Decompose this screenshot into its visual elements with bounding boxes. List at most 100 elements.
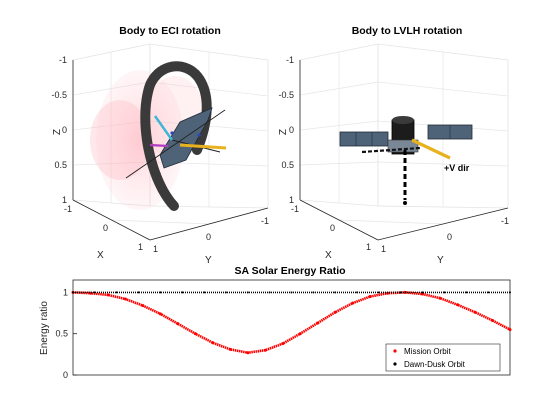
- data-point-mission-orbit: [263, 348, 267, 352]
- data-point-dawn-dusk-orbit: [465, 291, 468, 294]
- left-x-axis-label: X: [97, 250, 104, 261]
- data-point-mission-orbit: [456, 303, 460, 307]
- right-y-ticks: 1 0 -1: [381, 216, 509, 254]
- right-y-tick: 1: [381, 244, 386, 254]
- left-x-tick: 0: [103, 223, 108, 233]
- left-z-ticks: -1 -0.5 0 0.5 1: [51, 55, 67, 205]
- right-velocity-annotation: +V dir: [444, 163, 470, 173]
- left-3d-axes[interactable]: Body to ECI rotation: [51, 25, 269, 266]
- chart-y-tick-label: 0: [63, 370, 68, 380]
- left-z-tick: -0.5: [51, 90, 67, 100]
- right-panel-title: Body to LVLH rotation: [352, 25, 463, 37]
- right-spacecraft-top: [392, 116, 414, 124]
- left-sun-cone-a: [96, 70, 184, 210]
- right-z-tick: 0: [289, 125, 294, 135]
- left-solar-panel: [159, 107, 213, 169]
- data-point-dawn-dusk-orbit: [115, 291, 118, 294]
- right-x-ticks: -1 0 1: [291, 204, 371, 252]
- right-3d-axes[interactable]: Body to LVLH rotation +V d: [278, 25, 509, 266]
- data-point-mission-orbit: [141, 304, 145, 308]
- data-point-dawn-dusk-orbit: [224, 291, 227, 294]
- data-point-mission-orbit: [438, 296, 442, 300]
- data-point-mission-orbit: [491, 319, 494, 322]
- data-point-dawn-dusk-orbit: [181, 291, 184, 294]
- legend-marker-dawn-dusk: [393, 362, 397, 366]
- right-x-tick: -1: [291, 204, 299, 214]
- data-point-mission-orbit: [298, 332, 302, 336]
- left-marker-blue-2: [197, 133, 201, 137]
- left-y-tick: 0: [206, 232, 211, 242]
- right-z-axis-label: Z: [278, 129, 289, 135]
- left-z-axis-label: Z: [52, 129, 63, 135]
- left-z-tick: 0: [62, 125, 67, 135]
- data-point-mission-orbit: [193, 332, 197, 336]
- left-z-tick: 0.5: [54, 160, 67, 170]
- data-point-mission-orbit: [316, 321, 320, 325]
- right-x-tick: 1: [366, 242, 371, 252]
- data-point-mission-orbit: [473, 310, 477, 314]
- right-nadir-tip: [403, 201, 407, 205]
- left-z-tick: 1: [62, 195, 67, 205]
- data-point-mission-orbit: [246, 351, 250, 355]
- left-vector-magenta: [149, 143, 169, 148]
- left-z-tick: -1: [59, 55, 67, 65]
- data-point-mission-orbit: [386, 291, 390, 295]
- left-axis-lines: [72, 60, 269, 241]
- left-x-ticks: -1 0 1: [64, 204, 143, 252]
- data-point-mission-orbit: [106, 293, 110, 297]
- chart-y-tick-label: 1: [63, 287, 68, 297]
- left-vector-cyan: [153, 115, 174, 141]
- right-z-tick: -0.5: [278, 90, 294, 100]
- data-point-dawn-dusk-orbit: [137, 291, 140, 294]
- left-y-axis-label: Y: [205, 255, 212, 266]
- right-z-tick: 0.5: [281, 160, 294, 170]
- data-point-mission-orbit: [228, 347, 232, 351]
- legend-label-dawn-dusk: Dawn-Dusk Orbit: [404, 360, 466, 369]
- energy-ratio-chart[interactable]: SA Solar Energy Ratio Energy ratio 0 0.5 1…: [39, 265, 512, 380]
- legend-label-mission: Mission Orbit: [404, 347, 451, 356]
- left-body-axis-black: [125, 109, 226, 179]
- left-vector-yellow: [179, 143, 227, 150]
- chart-marks: [71, 290, 512, 355]
- data-point-dawn-dusk-orbit: [268, 291, 271, 294]
- data-point-mission-orbit: [421, 292, 425, 296]
- left-y-tick: -1: [261, 216, 269, 226]
- chart-title: SA Solar Energy Ratio: [234, 265, 345, 277]
- right-solar-panel-left: [339, 131, 389, 147]
- right-x-tick: 0: [330, 223, 335, 233]
- data-point-dawn-dusk-orbit: [72, 291, 74, 294]
- data-point-dawn-dusk-orbit: [290, 291, 293, 294]
- right-velocity-vector: [411, 138, 451, 160]
- right-dashed-vector: [361, 146, 421, 154]
- legend-box: [385, 343, 501, 372]
- right-axis-lines: [299, 60, 509, 241]
- left-x-tick: -1: [64, 204, 72, 214]
- data-point-dawn-dusk-orbit: [334, 291, 337, 294]
- data-point-mission-orbit: [123, 297, 127, 301]
- left-sun-cone-b: [90, 100, 150, 180]
- chart-legend: Mission Orbit Dawn-Dusk Orbit: [385, 343, 501, 372]
- data-point-mission-orbit: [211, 341, 215, 345]
- right-y-axis-label: Y: [437, 255, 444, 266]
- data-point-mission-orbit: [176, 322, 180, 326]
- data-point-dawn-dusk-orbit: [356, 291, 359, 294]
- left-y-ticks: 1 0 -1: [153, 216, 269, 254]
- data-point-dawn-dusk-orbit: [93, 291, 96, 294]
- data-point-dawn-dusk-orbit: [443, 291, 446, 294]
- data-point-mission-orbit: [351, 301, 355, 305]
- right-x-axis-label: X: [325, 250, 332, 261]
- data-point-mission-orbit: [508, 328, 512, 332]
- legend-marker-mission: [393, 349, 397, 353]
- data-point-mission-orbit: [281, 342, 285, 346]
- chart-y-tick-label: 0.5: [55, 329, 68, 339]
- right-z-tick: -1: [286, 55, 294, 65]
- data-point-mission-orbit: [158, 312, 162, 316]
- series-trace-mission-orbit: [72, 291, 511, 355]
- data-point-dawn-dusk-orbit: [487, 291, 490, 294]
- chart-y-axis-label: Energy ratio: [39, 301, 50, 355]
- left-panel-title: Body to ECI rotation: [119, 25, 221, 37]
- data-point-dawn-dusk-orbit: [203, 291, 206, 294]
- data-point-dawn-dusk-orbit: [159, 291, 162, 294]
- data-point-dawn-dusk-orbit: [312, 291, 315, 294]
